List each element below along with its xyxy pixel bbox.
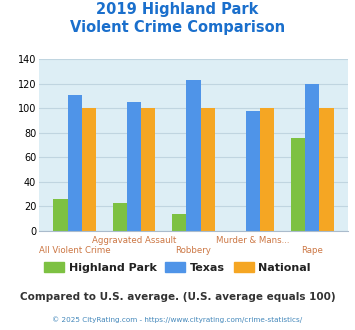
Text: Aggravated Assault: Aggravated Assault: [92, 236, 176, 245]
Bar: [291, 138, 305, 231]
Bar: [320, 109, 334, 231]
Bar: [246, 111, 260, 231]
Bar: [67, 95, 82, 231]
Bar: [305, 84, 320, 231]
Bar: [82, 109, 96, 231]
Text: 2019 Highland Park: 2019 Highland Park: [96, 2, 259, 16]
Bar: [113, 203, 127, 231]
Bar: [260, 109, 274, 231]
Text: Violent Crime Comparison: Violent Crime Comparison: [70, 20, 285, 35]
Text: Rape: Rape: [301, 246, 323, 255]
Bar: [172, 214, 186, 231]
Text: Murder & Mans...: Murder & Mans...: [216, 236, 290, 245]
Text: Robbery: Robbery: [175, 246, 212, 255]
Text: © 2025 CityRating.com - https://www.cityrating.com/crime-statistics/: © 2025 CityRating.com - https://www.city…: [53, 317, 302, 323]
Bar: [127, 102, 141, 231]
Bar: [53, 199, 67, 231]
Text: Compared to U.S. average. (U.S. average equals 100): Compared to U.S. average. (U.S. average …: [20, 292, 335, 302]
Bar: [141, 109, 155, 231]
Bar: [201, 109, 215, 231]
Bar: [186, 80, 201, 231]
Legend: Highland Park, Texas, National: Highland Park, Texas, National: [40, 258, 315, 278]
Text: All Violent Crime: All Violent Crime: [39, 246, 110, 255]
